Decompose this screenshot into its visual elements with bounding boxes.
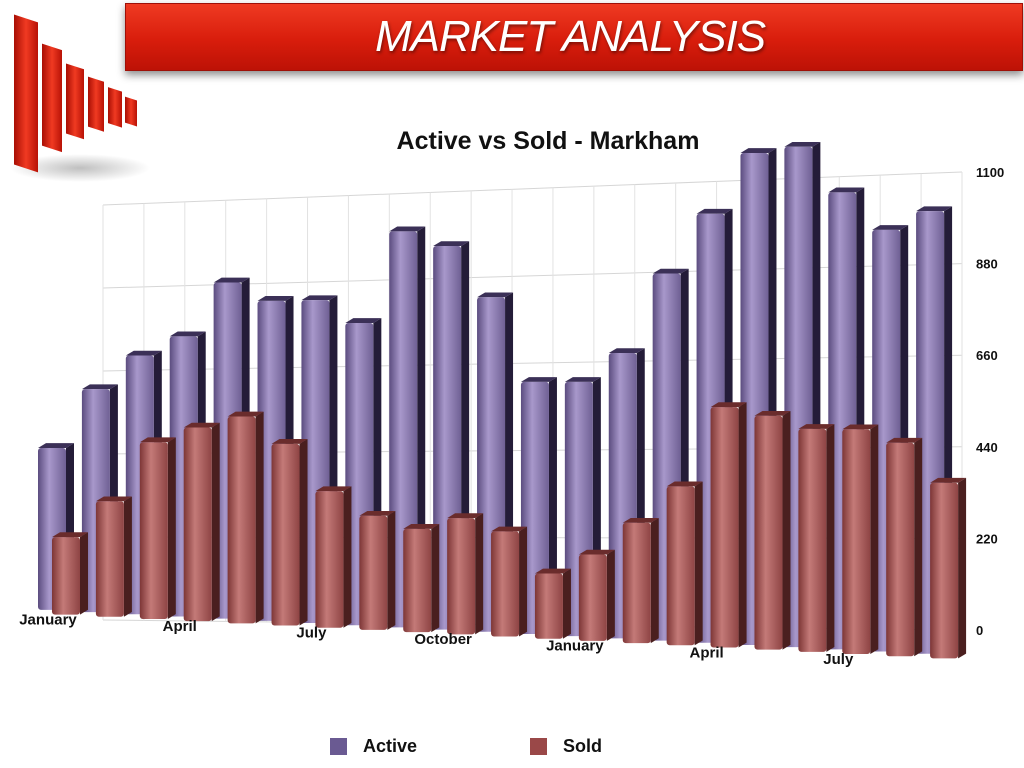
legend-swatch-active <box>330 738 347 755</box>
chart-title: Active vs Sold - Markham <box>397 127 700 155</box>
bar-sold <box>622 518 659 644</box>
bar-sold <box>403 524 440 633</box>
bar-sold <box>139 437 176 619</box>
bar-sold <box>227 411 264 624</box>
chart-legend: Active Sold <box>330 736 750 762</box>
y-tick-label: 220 <box>976 531 998 546</box>
legend-item-active: Active <box>330 736 417 757</box>
bar-chart-logo-icon <box>10 14 150 182</box>
bar-sold <box>315 486 352 628</box>
bar-sold <box>491 526 528 637</box>
bar-sold <box>447 513 484 635</box>
bar-sold <box>52 532 88 615</box>
y-tick-label: 0 <box>976 623 983 638</box>
x-tick-label: April <box>163 618 197 635</box>
bar-sold <box>754 410 791 650</box>
y-tick-label: 1100 <box>976 165 1004 180</box>
legend-label-sold: Sold <box>563 736 602 756</box>
y-tick-label: 880 <box>976 257 998 272</box>
x-tick-label: July <box>823 651 854 668</box>
chart-bars <box>38 142 967 659</box>
title-banner: MARKET ANALYSIS <box>125 3 1023 71</box>
bar-sold <box>578 549 615 641</box>
bar-sold <box>359 510 396 630</box>
legend-item-sold: Sold <box>530 736 602 757</box>
bar-sold <box>271 439 308 626</box>
legend-label-active: Active <box>363 736 418 756</box>
bar-sold <box>95 496 132 617</box>
bar-sold <box>798 424 835 652</box>
bar-sold <box>666 481 703 646</box>
bar-sold <box>183 422 220 622</box>
page-title: MARKET ANALYSIS <box>374 12 766 61</box>
bar-sold <box>710 402 747 648</box>
x-axis-labels: January April July October January April July <box>19 611 854 667</box>
x-tick-label: January <box>546 638 604 655</box>
y-axis-ticks: 0 220 440 660 880 1100 <box>976 165 1004 638</box>
x-tick-label: July <box>296 625 327 642</box>
y-tick-label: 660 <box>976 348 998 363</box>
x-tick-label: April <box>689 644 723 661</box>
bar-sold <box>930 477 967 659</box>
bar-sold <box>534 568 571 639</box>
bar-sold <box>886 437 923 657</box>
x-tick-label: October <box>414 631 472 648</box>
bar-sold <box>842 424 879 655</box>
legend-swatch-sold <box>530 738 547 755</box>
x-tick-label: January <box>19 611 77 628</box>
y-tick-label: 440 <box>976 440 998 455</box>
